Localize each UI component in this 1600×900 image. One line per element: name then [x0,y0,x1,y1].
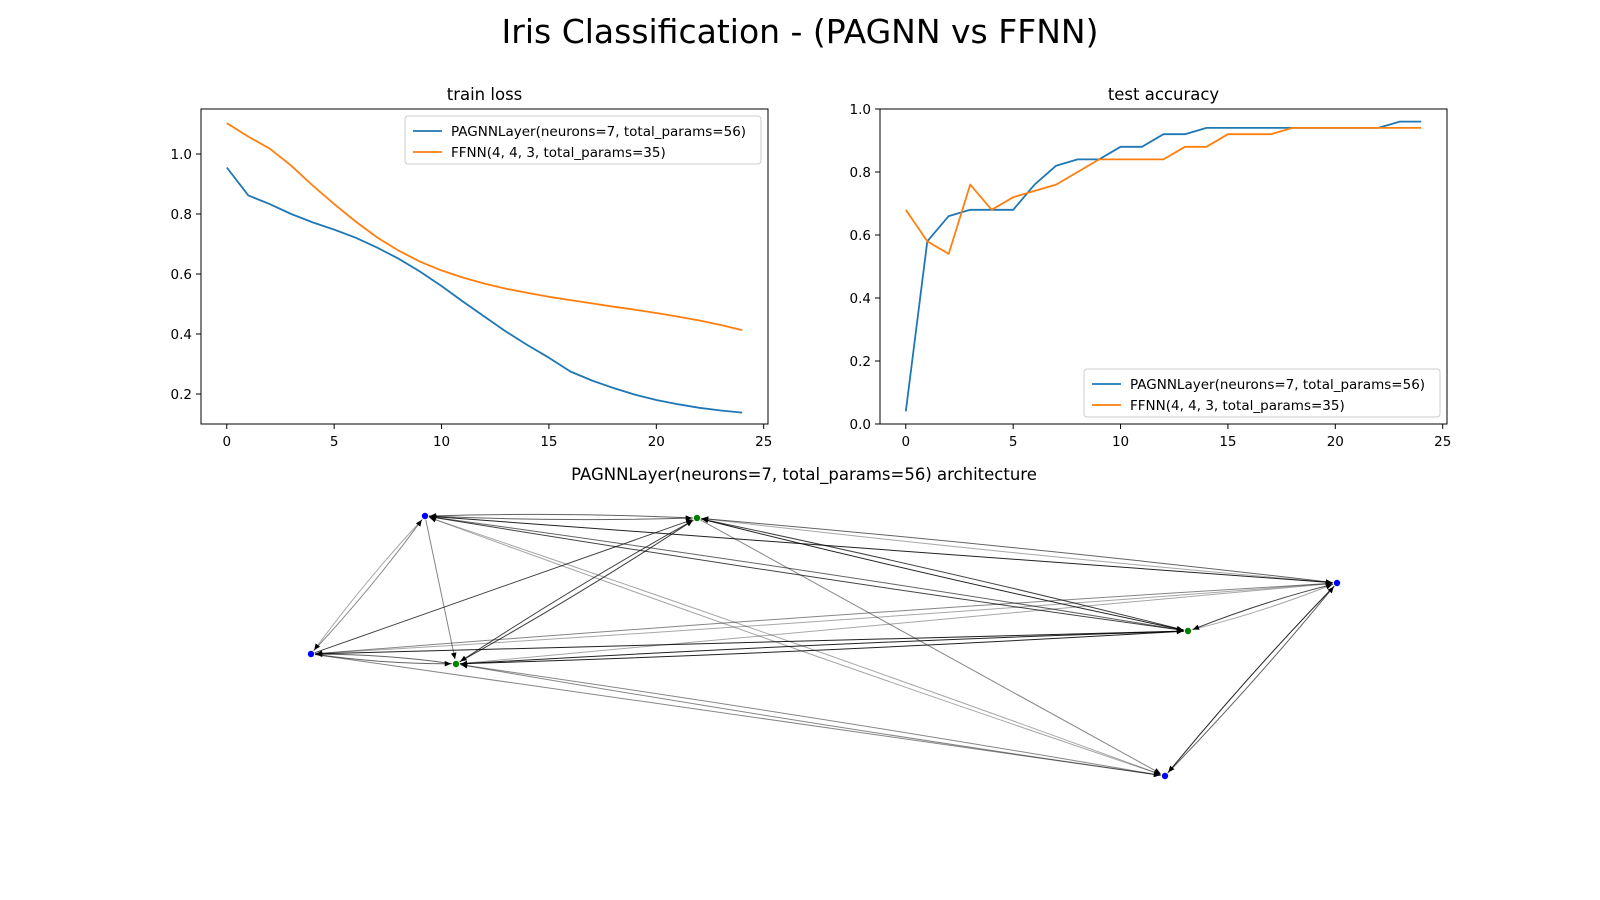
graph-node-output [452,660,460,668]
series-line-2 [905,127,1422,255]
graph-node-input [421,512,429,520]
series-line-1 [226,166,743,414]
figure-title: Iris Classification - (PAGNN vs FFNN) [502,12,1099,51]
x-tick-label: 5 [330,434,339,450]
graph-edge [459,664,1161,778]
graph-edge [429,514,1185,631]
x-tick-label: 0 [901,434,910,450]
graph-edge [700,517,1333,585]
graph-edge [428,515,693,521]
legend-label-1: PAGNNLayer(neurons=7, total_params=56) [451,124,746,140]
y-tick-label: 0.6 [850,228,871,244]
graph-edge [1167,586,1335,774]
chart-title: test accuracy [1108,85,1220,104]
y-tick-label: 0.8 [850,165,871,181]
graph-edge [314,653,452,667]
chart-title: train loss [447,85,523,104]
graph-edge [314,581,1333,655]
legend-box [1083,368,1441,418]
legend: PAGNNLayer(neurons=7, total_params=56) FF… [1083,368,1441,418]
y-tick-label: 0.2 [171,387,192,403]
graph-node-output [693,514,701,522]
x-tick-label: 25 [755,434,772,450]
y-tick-label: 0.8 [171,207,192,223]
graph-edge [459,520,693,663]
x-tick-label: 10 [1112,434,1129,450]
test-accuracy-chart: test accuracy 0 5 10 15 20 25 0.0 0.2 0.4 0.6 0.8 1.… [850,85,1452,450]
graph-edge [428,515,1333,585]
graph-edge [429,513,694,519]
x-tick-label: 15 [1219,434,1236,450]
architecture-graph [307,512,1341,780]
graph-edge [1191,584,1333,631]
x-tick-label: 20 [1327,434,1344,450]
graph-edge [314,519,693,654]
plot-frame [200,108,769,425]
y-tick-label: 1.0 [850,102,871,118]
graph-edge [428,516,1161,775]
graph-node-output [1184,627,1192,635]
graph-node-input [307,650,315,658]
x-tick-label: 25 [1434,434,1451,450]
series-line-2 [226,122,743,331]
legend-box [404,115,762,165]
graph-edge [700,519,1161,775]
graph-edge [459,581,1333,665]
legend-label-2: FFNN(4, 4, 3, total_params=35) [1130,398,1345,414]
graph-edge [460,519,694,662]
graph-node-input [1161,772,1169,780]
legend: PAGNNLayer(neurons=7, total_params=56) FF… [404,115,762,165]
graph-edge [314,628,1184,655]
y-tick-label: 0.6 [171,267,192,283]
graph-edge [428,516,1184,633]
graph-edge [314,654,1161,778]
x-tick-label: 5 [1009,434,1018,450]
plot-frame [879,108,1448,425]
graph-edge [429,517,1162,776]
train-loss-chart: train loss 0 5 10 15 20 25 0.2 0.4 0.6 0.8 1.0 PAGNN… [171,85,773,450]
graph-edge [1192,583,1334,630]
architecture-title: PAGNNLayer(neurons=7, total_params=56) a… [571,465,1037,485]
graph-edge [700,518,1184,632]
x-tick-label: 10 [433,434,450,450]
y-tick-label: 0.2 [850,354,871,370]
y-tick-label: 0.4 [850,291,871,307]
series-line-1 [904,120,1422,412]
graph-edge [1167,585,1335,773]
legend-label-1: PAGNNLayer(neurons=7, total_params=56) [1130,377,1425,393]
graph-edge [701,516,1334,584]
graph-edge [701,517,1185,631]
legend-label-2: FFNN(4, 4, 3, total_params=35) [451,145,666,161]
graph-node-input [1333,579,1341,587]
y-tick-label: 0.4 [171,327,192,343]
graph-edge [313,519,423,652]
graph-edge [460,630,1185,667]
x-tick-label: 0 [222,434,231,450]
graph-edge [315,651,453,665]
graph-edge [313,518,423,651]
y-tick-label: 0.0 [850,417,871,433]
y-tick-label: 1.0 [171,147,192,163]
graph-edge [425,519,457,660]
graph-edge [460,662,1162,776]
graph-edge [459,628,1184,665]
x-tick-label: 15 [540,434,557,450]
x-tick-label: 20 [648,434,665,450]
graph-edge [315,582,1334,656]
